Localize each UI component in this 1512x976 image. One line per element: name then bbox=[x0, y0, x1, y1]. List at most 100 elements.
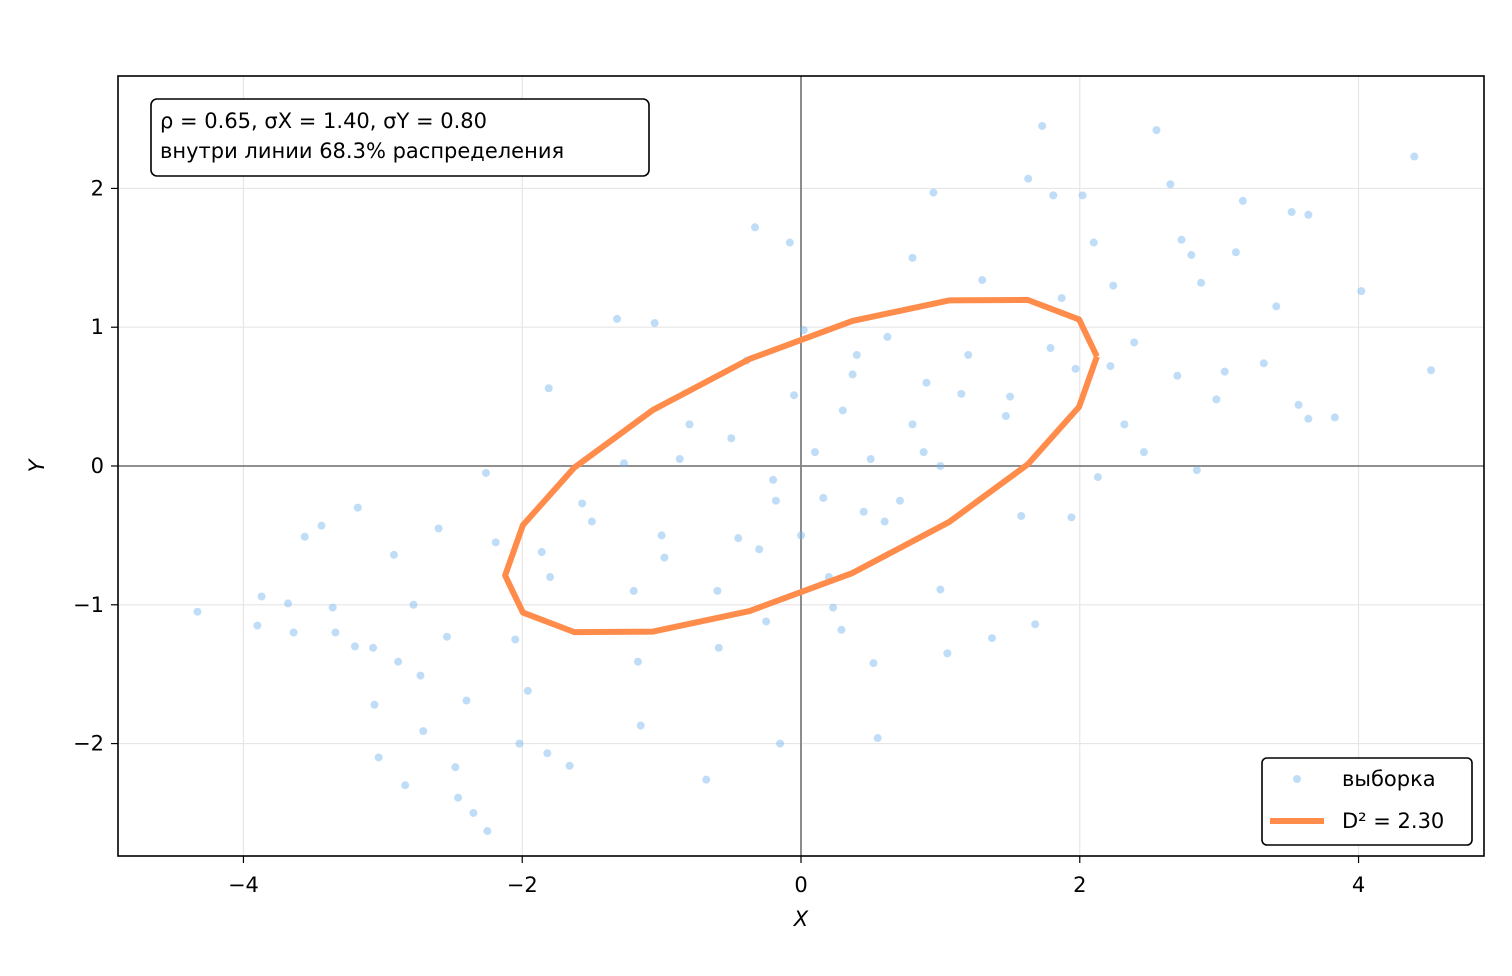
point bbox=[544, 384, 553, 393]
point bbox=[1071, 364, 1080, 373]
point bbox=[1357, 287, 1366, 296]
point bbox=[685, 420, 694, 429]
point bbox=[1427, 366, 1436, 375]
point bbox=[511, 635, 520, 644]
point bbox=[1067, 513, 1076, 522]
point bbox=[454, 793, 463, 802]
point bbox=[543, 749, 552, 758]
point bbox=[797, 531, 805, 540]
point bbox=[869, 659, 878, 668]
point bbox=[943, 649, 952, 658]
point bbox=[587, 517, 596, 526]
point bbox=[1001, 412, 1010, 421]
point bbox=[442, 632, 451, 641]
point bbox=[515, 739, 524, 748]
point bbox=[370, 700, 379, 709]
point bbox=[1410, 152, 1419, 161]
point bbox=[660, 553, 669, 562]
point bbox=[633, 657, 642, 666]
point bbox=[353, 503, 362, 512]
point bbox=[1078, 191, 1087, 200]
legend-marker bbox=[1293, 775, 1301, 783]
point bbox=[1106, 362, 1115, 371]
point bbox=[657, 531, 666, 540]
point bbox=[987, 634, 996, 643]
point bbox=[193, 607, 202, 616]
point bbox=[1139, 448, 1148, 457]
y-tick-label: −1 bbox=[73, 593, 104, 617]
point bbox=[629, 586, 638, 595]
point bbox=[776, 739, 785, 748]
point bbox=[810, 448, 819, 457]
point bbox=[1109, 281, 1118, 290]
ellipse-line bbox=[502, 296, 1100, 636]
point bbox=[1220, 367, 1229, 376]
point bbox=[578, 499, 587, 508]
point bbox=[636, 721, 645, 730]
point bbox=[727, 434, 736, 443]
point bbox=[434, 524, 443, 533]
point bbox=[537, 548, 546, 557]
point bbox=[1166, 180, 1175, 189]
point bbox=[1046, 344, 1055, 353]
y-tick-label: 1 bbox=[91, 315, 104, 339]
x-tick-label: 2 bbox=[1073, 873, 1086, 897]
annotation-text: ρ = 0.65, σX = 1.40, σY = 0.80 bbox=[160, 109, 487, 133]
point bbox=[1089, 238, 1098, 247]
point bbox=[922, 378, 931, 387]
point bbox=[866, 455, 875, 464]
point bbox=[1238, 196, 1247, 205]
point bbox=[852, 350, 861, 359]
point bbox=[1231, 248, 1240, 257]
point bbox=[957, 389, 966, 398]
point bbox=[1287, 208, 1296, 217]
point bbox=[394, 657, 403, 666]
point bbox=[1330, 413, 1339, 422]
point bbox=[734, 534, 743, 543]
point bbox=[837, 625, 846, 634]
point bbox=[873, 734, 882, 743]
point bbox=[650, 319, 659, 328]
point bbox=[1038, 121, 1047, 130]
point bbox=[416, 671, 425, 680]
point bbox=[769, 475, 778, 484]
y-tick-label: −2 bbox=[73, 732, 104, 756]
x-tick-label: 4 bbox=[1352, 873, 1365, 897]
point bbox=[895, 496, 904, 505]
point bbox=[880, 517, 889, 526]
point bbox=[469, 808, 478, 817]
point bbox=[481, 468, 490, 477]
point bbox=[491, 538, 500, 547]
point bbox=[755, 545, 764, 554]
plot-frame bbox=[117, 75, 1485, 857]
point bbox=[1152, 126, 1161, 135]
point bbox=[328, 603, 337, 612]
point bbox=[838, 406, 847, 415]
point bbox=[829, 603, 838, 612]
point bbox=[1177, 235, 1186, 244]
point bbox=[908, 253, 917, 262]
point bbox=[1304, 210, 1313, 219]
point bbox=[389, 550, 398, 559]
point bbox=[483, 827, 492, 836]
point bbox=[462, 696, 471, 705]
point bbox=[1120, 420, 1129, 429]
point bbox=[1304, 414, 1313, 423]
point bbox=[785, 238, 794, 247]
point bbox=[1173, 371, 1182, 380]
point bbox=[300, 532, 309, 541]
point bbox=[613, 314, 622, 323]
point bbox=[819, 493, 828, 502]
point bbox=[1192, 466, 1201, 475]
y-tick-label: 2 bbox=[91, 176, 104, 200]
point bbox=[523, 686, 532, 695]
annotation-box bbox=[150, 98, 650, 177]
y-tick-label: 0 bbox=[91, 454, 104, 478]
point bbox=[565, 761, 574, 770]
point bbox=[451, 763, 460, 772]
annotation-text: внутри линии 68.3% распределения bbox=[160, 139, 564, 163]
point bbox=[762, 617, 771, 626]
legend-label: выборка bbox=[1342, 767, 1436, 791]
x-tick-label: −2 bbox=[507, 873, 538, 897]
point bbox=[936, 462, 945, 470]
